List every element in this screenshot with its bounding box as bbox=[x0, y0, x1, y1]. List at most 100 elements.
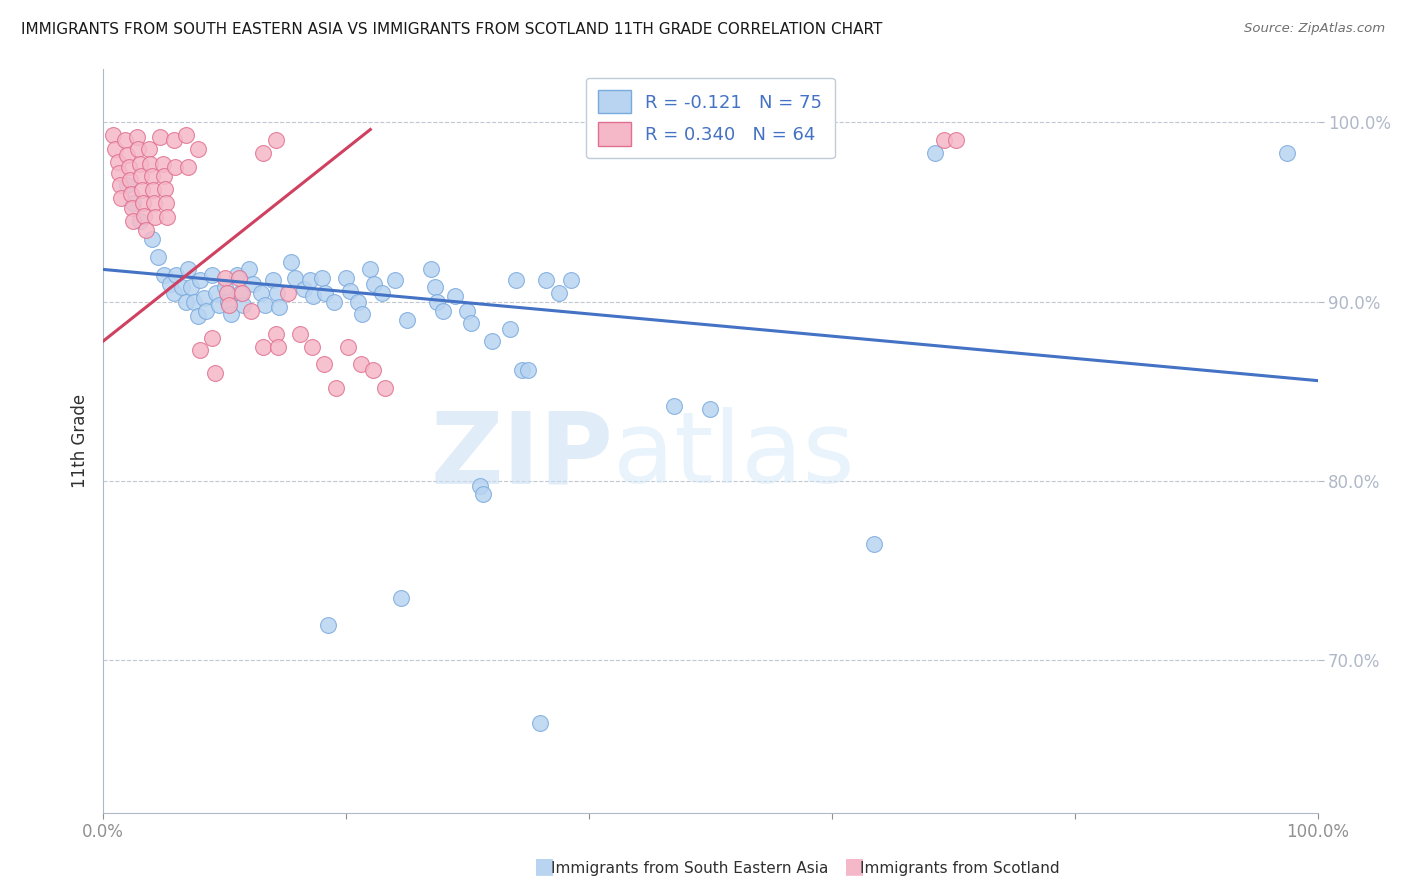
Point bbox=[945, 133, 967, 147]
Text: Immigrants from South Eastern Asia: Immigrants from South Eastern Asia bbox=[551, 861, 828, 876]
Point bbox=[444, 289, 467, 303]
Point bbox=[134, 209, 156, 223]
Point bbox=[363, 277, 385, 291]
Point bbox=[127, 142, 149, 156]
Point bbox=[204, 367, 226, 381]
Text: ■: ■ bbox=[844, 856, 865, 876]
Point bbox=[121, 202, 143, 216]
Point bbox=[264, 133, 287, 147]
Point bbox=[252, 145, 274, 160]
Point bbox=[347, 294, 370, 309]
Point bbox=[240, 303, 263, 318]
Point bbox=[128, 156, 150, 170]
Point bbox=[349, 358, 371, 372]
Point bbox=[423, 280, 446, 294]
Point bbox=[242, 277, 264, 291]
Point bbox=[335, 271, 357, 285]
Point bbox=[339, 284, 361, 298]
Point bbox=[153, 169, 176, 183]
Point bbox=[214, 280, 236, 294]
Point bbox=[361, 363, 384, 377]
Point bbox=[132, 196, 155, 211]
Point bbox=[536, 273, 558, 287]
Point bbox=[499, 321, 522, 335]
Point bbox=[155, 196, 177, 211]
Point bbox=[122, 214, 145, 228]
Point bbox=[108, 178, 131, 193]
Point bbox=[118, 172, 141, 186]
Point bbox=[456, 303, 478, 318]
Point bbox=[468, 479, 491, 493]
Point bbox=[280, 255, 302, 269]
Point bbox=[177, 160, 200, 174]
Point bbox=[284, 271, 307, 285]
Point bbox=[863, 537, 886, 551]
Point bbox=[162, 133, 184, 147]
Point bbox=[201, 330, 224, 344]
Point bbox=[163, 160, 186, 174]
Point bbox=[187, 142, 209, 156]
Point bbox=[153, 182, 176, 196]
Point bbox=[122, 196, 145, 211]
Point bbox=[232, 298, 254, 312]
Point bbox=[120, 187, 142, 202]
Point bbox=[188, 273, 211, 287]
Point bbox=[188, 343, 211, 358]
Point bbox=[225, 268, 247, 282]
Point bbox=[146, 250, 169, 264]
Point bbox=[193, 291, 215, 305]
Point bbox=[662, 399, 685, 413]
Point bbox=[472, 486, 495, 500]
Point bbox=[932, 133, 955, 147]
Point bbox=[322, 294, 344, 309]
Point bbox=[583, 133, 606, 147]
Point bbox=[292, 282, 315, 296]
Point bbox=[389, 591, 412, 605]
Point bbox=[460, 316, 482, 330]
Text: IMMIGRANTS FROM SOUTH EASTERN ASIA VS IMMIGRANTS FROM SCOTLAND 11TH GRADE CORREL: IMMIGRANTS FROM SOUTH EASTERN ASIA VS IM… bbox=[21, 22, 883, 37]
Point bbox=[108, 165, 131, 179]
Point bbox=[180, 280, 202, 294]
Point bbox=[110, 191, 132, 205]
Point bbox=[529, 716, 551, 731]
Point bbox=[432, 303, 454, 318]
Point bbox=[201, 268, 224, 282]
Point bbox=[139, 156, 162, 170]
Point bbox=[129, 169, 152, 183]
Point bbox=[183, 294, 205, 309]
Point bbox=[127, 129, 149, 144]
Point bbox=[252, 340, 274, 354]
Point bbox=[264, 326, 287, 341]
Point bbox=[195, 303, 218, 318]
Point bbox=[159, 277, 181, 291]
Point bbox=[314, 358, 336, 372]
Point bbox=[269, 300, 291, 314]
Point bbox=[301, 340, 323, 354]
Point bbox=[162, 285, 184, 300]
Text: Immigrants from Scotland: Immigrants from Scotland bbox=[860, 861, 1060, 876]
Point bbox=[262, 273, 284, 287]
Point bbox=[426, 294, 449, 309]
Point bbox=[152, 156, 174, 170]
Point bbox=[314, 285, 336, 300]
Point bbox=[143, 196, 166, 211]
Point bbox=[288, 326, 311, 341]
Point bbox=[924, 145, 946, 160]
Point bbox=[165, 268, 187, 282]
Point bbox=[350, 307, 373, 321]
Point bbox=[228, 271, 250, 285]
Point bbox=[420, 262, 443, 277]
Text: ZIP: ZIP bbox=[430, 407, 613, 504]
Point bbox=[174, 294, 197, 309]
Text: atlas: atlas bbox=[613, 407, 855, 504]
Point bbox=[250, 285, 273, 300]
Point bbox=[114, 133, 136, 147]
Point bbox=[699, 402, 721, 417]
Point bbox=[298, 273, 321, 287]
Point bbox=[214, 271, 236, 285]
Point bbox=[138, 142, 160, 156]
Point bbox=[325, 381, 347, 395]
Point bbox=[218, 298, 240, 312]
Point bbox=[135, 223, 157, 237]
Point bbox=[547, 285, 569, 300]
